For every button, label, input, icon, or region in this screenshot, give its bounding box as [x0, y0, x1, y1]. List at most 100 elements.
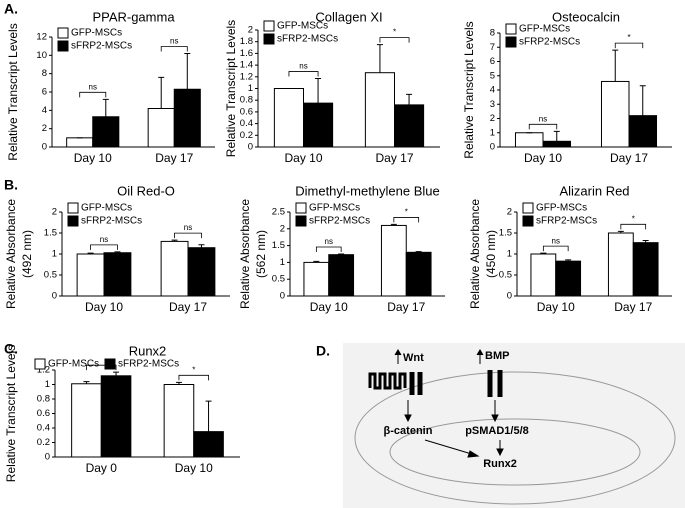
y-axis-label: Relative Absorbance	[468, 199, 482, 309]
significance-label: ns	[552, 236, 560, 245]
x-tick-label: Day 10	[74, 151, 112, 165]
bar	[542, 140, 572, 148]
legend-label: GFP-MSCs	[48, 359, 99, 370]
significance-bracket	[542, 245, 569, 252]
error-bar	[184, 53, 191, 90]
y-tick-label: 8	[490, 28, 495, 39]
arrow-head	[404, 414, 412, 423]
bar	[100, 375, 132, 458]
error-bar	[158, 76, 165, 109]
y-tick-label: 3	[490, 99, 495, 110]
significance-bracket	[393, 217, 420, 223]
x-tick-label: Day 10	[524, 151, 562, 165]
arrow-head	[394, 349, 402, 356]
chart-title: Oil Red-O	[117, 183, 175, 198]
significance-bracket	[528, 123, 558, 130]
y-tick-label: 0.2	[240, 130, 253, 141]
significance-bracket	[620, 223, 647, 230]
bar	[163, 384, 195, 458]
error-bar	[338, 253, 345, 255]
y-tick-label: 0.2	[37, 437, 50, 448]
x-tick-label: Day 10	[310, 300, 348, 314]
significance-bracket	[379, 37, 410, 43]
legend-label: GFP-MSCs	[81, 203, 132, 214]
y-tick-label: 1	[507, 249, 512, 260]
legend-swatch	[295, 202, 307, 214]
y-axis-label: (492 nm)	[20, 230, 34, 278]
significance-label: ns	[299, 62, 307, 71]
significance-label: ns	[184, 223, 192, 232]
y-tick-label: 0.4	[37, 423, 50, 434]
diagram-background	[343, 343, 685, 508]
x-tick-label: Day 17	[387, 300, 425, 314]
bar	[76, 253, 105, 297]
x-tick-label: Day 17	[375, 151, 413, 165]
bar	[303, 261, 330, 297]
significance-bracket	[86, 364, 117, 371]
error-bar	[102, 98, 109, 117]
error-bar	[617, 230, 624, 233]
legend-swatch	[57, 27, 69, 39]
legend-swatch	[67, 215, 79, 227]
significance-bracket	[160, 46, 188, 52]
y-tick-label: 8	[42, 68, 47, 79]
legend-swatch	[295, 215, 307, 227]
pathway-diagram	[354, 349, 676, 505]
error-bar	[198, 244, 205, 248]
diagram-label: BMP	[485, 350, 509, 362]
y-tick-label: 0.6	[37, 408, 50, 419]
error-bar	[205, 400, 212, 432]
bar	[173, 88, 201, 148]
x-tick-label: Day 10	[85, 300, 123, 314]
legend-swatch	[57, 40, 69, 52]
arrow-head	[476, 349, 484, 356]
legend-label: sFRP2-MSCs	[118, 359, 179, 370]
legend-label: GFP-MSCs	[277, 21, 328, 32]
legend-label: GFP-MSCs	[536, 203, 587, 214]
error-bar	[83, 381, 90, 384]
y-axis-label: Relative Transcript Levels	[462, 21, 476, 158]
legend-label: GFP-MSCs	[309, 203, 360, 214]
x-tick-label: Day 10	[284, 151, 322, 165]
legend-swatch	[263, 20, 275, 32]
arrow-head	[491, 414, 499, 423]
significance-label: *	[393, 28, 396, 37]
cell-membrane	[354, 371, 676, 505]
bar	[328, 254, 355, 297]
y-tick-label: 2	[248, 25, 253, 36]
y-tick-label: 2	[507, 207, 512, 218]
y-tick-label: 5	[490, 70, 495, 81]
y-tick-label: 0.8	[240, 95, 253, 106]
y-tick-label: 0	[507, 291, 512, 302]
y-tick-label: 1.6	[240, 48, 253, 59]
chart-title: PPAR-gamma	[92, 9, 175, 24]
y-axis-label: Relative Transcript Levels	[4, 345, 18, 482]
y-tick-label: 1.8	[240, 36, 253, 47]
bar	[303, 102, 334, 148]
error-bar	[313, 260, 320, 263]
y-tick-label: 1	[280, 257, 285, 268]
significance-bracket	[79, 91, 107, 98]
y-tick-label: 0	[42, 142, 47, 153]
legend-label: sFRP2-MSCs	[277, 34, 338, 45]
legend-label: sFRP2-MSCs	[309, 216, 370, 227]
legend-swatch	[522, 215, 534, 227]
bar	[273, 88, 305, 148]
chart-title: Dimethyl-methylene Blue	[295, 183, 440, 198]
bar	[632, 242, 659, 297]
significance-label: *	[627, 33, 630, 42]
y-tick-label: 0.5	[272, 274, 285, 285]
x-tick-label: Day 10	[175, 461, 213, 475]
legend-swatch	[104, 358, 116, 370]
y-tick-label: 1	[248, 83, 253, 94]
y-tick-label: 1	[45, 379, 50, 390]
error-bar	[171, 239, 178, 242]
significance-label: ns	[170, 37, 178, 46]
y-axis-label: (562 nm)	[254, 230, 268, 278]
error-bar	[639, 85, 646, 116]
y-tick-label: 0	[248, 142, 253, 153]
wnt-receptor	[368, 372, 407, 390]
significance-label: *	[405, 208, 408, 217]
bar	[187, 247, 216, 297]
